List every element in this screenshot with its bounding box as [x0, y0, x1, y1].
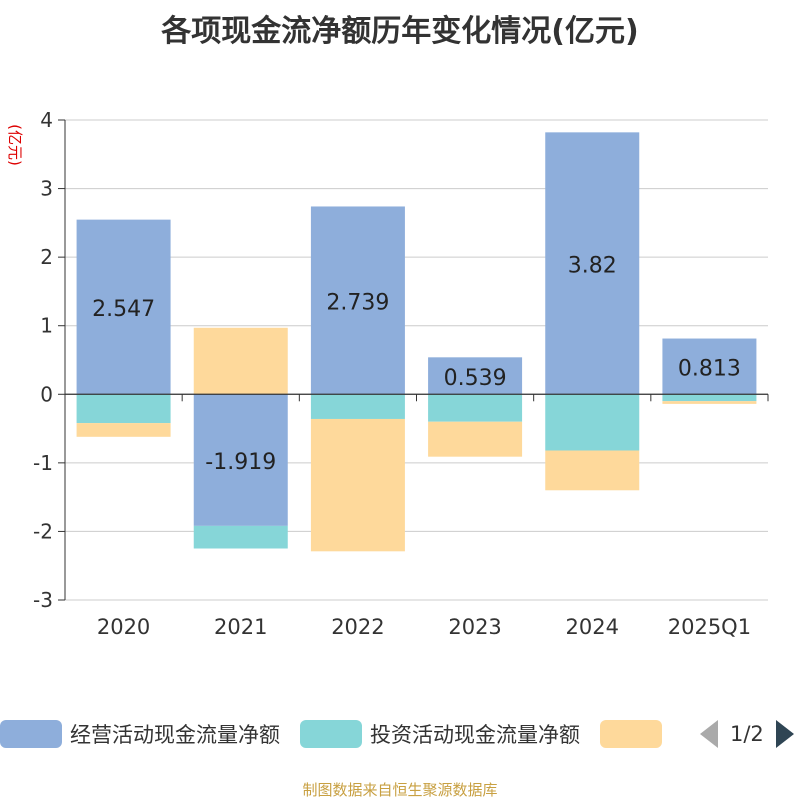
data-label: 0.813 — [678, 356, 741, 381]
x-tick-label: 2020 — [97, 615, 150, 639]
legend: 经营活动现金流量净额 投资活动现金流量净额 — [0, 718, 690, 750]
bar-operating-2025Q1 — [662, 338, 757, 395]
legend-page-indicator: 1/2 — [730, 722, 764, 746]
legend-item-financing[interactable] — [600, 720, 670, 748]
data-label: 0.539 — [444, 366, 507, 391]
chart-title: 各项现金流净额历年变化情况(亿元) — [161, 14, 639, 49]
bar-operating-2024 — [545, 132, 640, 395]
triangle-right-icon[interactable] — [775, 720, 794, 748]
bar-operating-2023 — [428, 357, 523, 395]
bar-financing-2025Q1 — [662, 401, 757, 404]
legend-label-operating: 经营活动现金流量净额 — [70, 723, 280, 747]
source-note: 制图数据来自恒生聚源数据库 — [302, 781, 498, 799]
y-tick-label: 3 — [40, 177, 53, 201]
data-label: 2.547 — [92, 297, 155, 322]
triangle-left-icon[interactable] — [700, 720, 718, 748]
legend-pager: 1/2 — [700, 718, 794, 750]
y-tick-label: -3 — [33, 588, 53, 612]
bar-operating-2020 — [76, 219, 171, 395]
bar-investing-2023 — [428, 394, 523, 422]
legend-swatch-investing — [300, 720, 362, 748]
bar-investing-2025Q1 — [662, 394, 757, 402]
legend-swatch-financing — [600, 720, 662, 748]
data-label: 3.82 — [568, 253, 617, 278]
y-tick-label: 1 — [40, 314, 53, 338]
bar-financing-2023 — [428, 421, 523, 457]
bar-financing-2024 — [545, 450, 640, 491]
legend-label-investing: 投资活动现金流量净额 — [370, 723, 580, 747]
x-tick-label: 2022 — [331, 615, 384, 639]
x-tick-label: 2023 — [448, 615, 501, 639]
x-tick-label: 2021 — [214, 615, 267, 639]
y-axis-label: (亿元) — [6, 124, 24, 166]
x-tick-label: 2024 — [566, 615, 619, 639]
y-tick-label: 0 — [40, 382, 53, 406]
data-label: 2.739 — [326, 290, 389, 315]
bar-investing-2021 — [193, 525, 288, 549]
y-tick-label: -2 — [33, 519, 53, 543]
chart-svg: 4 3 2 1 0 -1 -2 -3 (亿元) 2.547 2020 -1.919 2021 2.739 2… — [6, 108, 769, 639]
bar-operating-2021 — [193, 394, 288, 526]
legend-item-investing[interactable]: 投资活动现金流量净额 — [300, 719, 580, 749]
y-tick-label: 2 — [40, 245, 53, 269]
bar-investing-2022 — [310, 394, 405, 419]
x-tick-label: 2025Q1 — [668, 615, 751, 639]
bar-financing-2022 — [310, 418, 405, 552]
y-tick-label: -1 — [33, 451, 53, 475]
bar-financing-2021 — [193, 327, 288, 395]
bar-financing-2020 — [76, 423, 171, 437]
data-label: -1.919 — [205, 450, 276, 475]
legend-item-operating[interactable]: 经营活动现金流量净额 — [0, 719, 280, 749]
y-tick-label: 4 — [40, 108, 53, 132]
bar-investing-2020 — [76, 394, 171, 424]
bar-investing-2024 — [545, 394, 640, 451]
legend-swatch-operating — [0, 720, 62, 748]
bar-operating-2022 — [310, 206, 405, 395]
